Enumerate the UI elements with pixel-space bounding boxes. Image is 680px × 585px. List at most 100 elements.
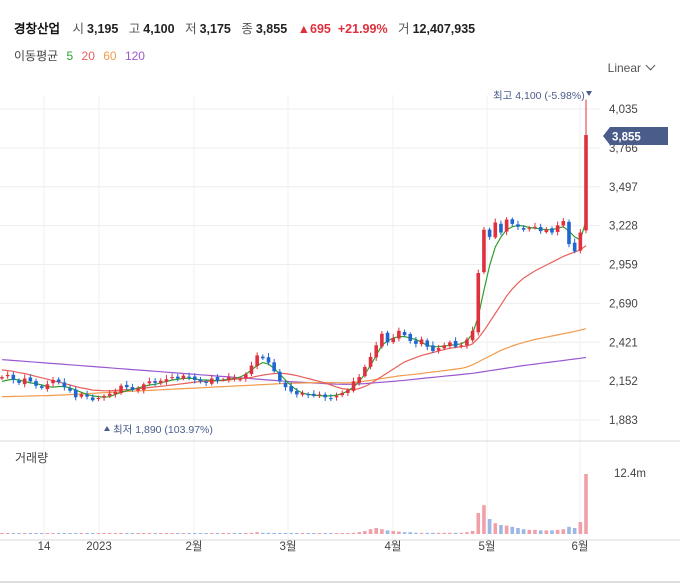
candle[interactable] [238, 376, 242, 382]
candle[interactable] [448, 340, 452, 349]
candle[interactable] [62, 378, 67, 391]
candle[interactable] [391, 334, 396, 344]
candle[interactable] [289, 382, 293, 394]
candle[interactable] [363, 364, 367, 378]
candle[interactable] [533, 222, 537, 230]
candle[interactable] [266, 353, 271, 366]
candle[interactable] [295, 387, 299, 398]
candle[interactable] [34, 378, 38, 389]
candle[interactable] [39, 384, 44, 390]
candle[interactable] [516, 220, 520, 231]
candle[interactable] [136, 386, 140, 394]
candle[interactable] [584, 99, 588, 234]
candle[interactable] [334, 392, 339, 401]
candle[interactable] [79, 392, 84, 399]
candle[interactable] [380, 330, 384, 349]
candle[interactable] [385, 330, 390, 346]
candle[interactable] [56, 377, 61, 385]
candle[interactable] [550, 226, 554, 236]
candle[interactable] [96, 395, 101, 402]
candle[interactable] [397, 327, 401, 342]
candle[interactable] [567, 219, 571, 248]
candle[interactable] [300, 390, 305, 397]
candle[interactable] [28, 374, 33, 384]
candle[interactable] [521, 225, 526, 232]
candle[interactable] [544, 227, 549, 234]
candle[interactable] [436, 344, 441, 354]
ma-legend-60[interactable]: 60 [103, 49, 117, 63]
candle[interactable] [510, 217, 515, 227]
candle[interactable] [85, 390, 89, 400]
candle[interactable] [414, 336, 418, 348]
candle[interactable] [255, 352, 259, 370]
candle[interactable] [368, 352, 373, 370]
candle[interactable] [561, 217, 566, 228]
candle[interactable] [0, 375, 4, 380]
candle[interactable] [232, 374, 237, 382]
candle[interactable] [204, 379, 208, 387]
candle[interactable] [351, 377, 356, 393]
candle[interactable] [340, 390, 344, 398]
candle[interactable] [465, 337, 469, 349]
candle[interactable] [187, 372, 191, 381]
candle[interactable] [51, 376, 55, 387]
candle[interactable] [68, 384, 72, 393]
candle[interactable] [470, 326, 475, 343]
candle[interactable] [555, 221, 560, 236]
ma-legend-20[interactable]: 20 [81, 49, 95, 63]
candle[interactable] [141, 382, 146, 394]
candle[interactable] [329, 394, 333, 402]
candle[interactable] [181, 373, 186, 381]
candle[interactable] [175, 373, 180, 382]
candle[interactable] [107, 390, 112, 399]
candle[interactable] [312, 390, 316, 398]
candle[interactable] [90, 394, 95, 402]
candle[interactable] [22, 374, 27, 388]
candle[interactable] [527, 226, 532, 232]
candle[interactable] [119, 383, 123, 395]
candle[interactable] [198, 376, 203, 384]
candle[interactable] [147, 377, 152, 386]
candle[interactable] [283, 380, 288, 391]
candle[interactable] [459, 342, 464, 349]
candle[interactable] [442, 342, 447, 351]
candle[interactable] [153, 378, 157, 387]
candle[interactable] [73, 386, 78, 401]
candle[interactable] [226, 373, 231, 383]
candle[interactable] [402, 329, 407, 337]
candle[interactable] [487, 227, 492, 240]
candle[interactable] [476, 269, 481, 336]
candle[interactable] [346, 388, 350, 397]
candle[interactable] [306, 392, 310, 399]
candle[interactable] [209, 374, 214, 386]
candle[interactable] [5, 371, 10, 379]
candle[interactable] [249, 361, 254, 377]
candle[interactable] [158, 378, 163, 386]
candle[interactable] [419, 336, 424, 347]
candle[interactable] [130, 383, 135, 392]
candle[interactable] [215, 374, 220, 384]
candle[interactable] [499, 220, 503, 236]
candle[interactable] [102, 394, 106, 401]
candle[interactable] [453, 337, 458, 349]
ma-legend-5[interactable]: 5 [66, 49, 74, 63]
candle[interactable] [192, 373, 197, 384]
candle[interactable] [272, 358, 276, 373]
candle[interactable] [408, 332, 413, 344]
candle[interactable] [45, 380, 50, 392]
candle[interactable] [164, 375, 169, 385]
ma-legend-120[interactable]: 120 [124, 49, 145, 63]
candle[interactable] [221, 377, 225, 382]
scale-dropdown[interactable]: Linear [608, 60, 656, 75]
candle[interactable] [374, 341, 379, 361]
candle[interactable] [113, 388, 118, 398]
candle[interactable] [124, 380, 129, 391]
candle[interactable] [538, 223, 543, 234]
candle[interactable] [261, 354, 265, 361]
candle[interactable] [431, 341, 435, 354]
candle[interactable] [17, 378, 21, 386]
candle[interactable] [323, 392, 327, 401]
candle[interactable] [278, 368, 282, 384]
candle[interactable] [11, 371, 16, 384]
